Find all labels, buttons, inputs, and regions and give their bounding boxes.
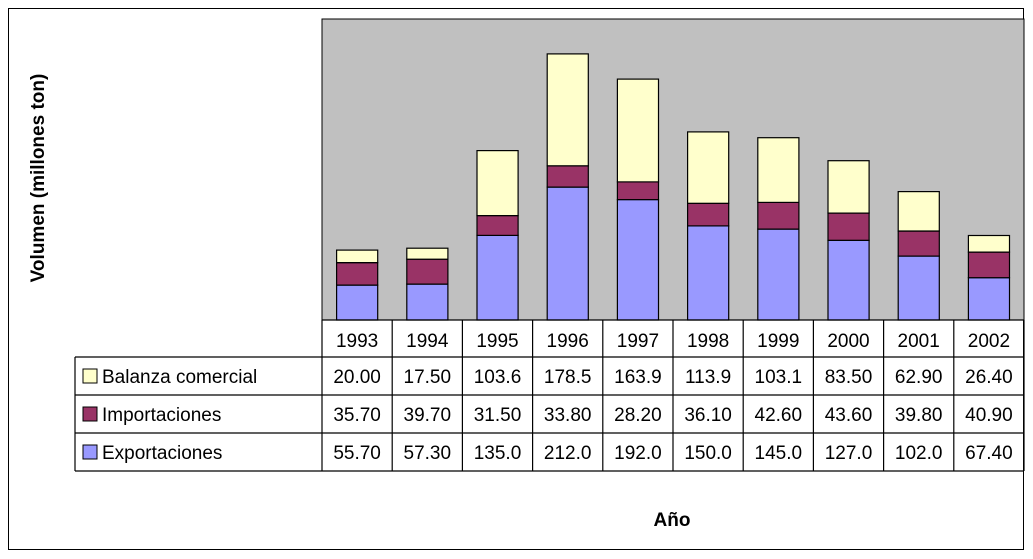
bar-importaciones-2002 [967, 251, 1011, 279]
data-label-importaciones-2002: 40.90 [965, 405, 1013, 426]
data-label-exportaciones-1995: 135.0 [474, 443, 522, 464]
data-label-balanza-comercial-1993: 20.00 [333, 367, 381, 388]
legend-label-importaciones: Importaciones [102, 405, 221, 426]
category-label-2002: 2002 [968, 331, 1010, 352]
x-axis-title: Año [654, 510, 691, 531]
bar-balanza-comercial-1999 [757, 137, 800, 203]
category-label-1996: 1996 [547, 331, 589, 352]
bar-exportaciones-1999 [757, 228, 800, 321]
bar-importaciones-1997 [616, 181, 660, 201]
data-label-balanza-comercial-1999: 103.1 [755, 367, 803, 388]
legend-label-balanza-comercial: Balanza comercial [102, 367, 257, 388]
bar-importaciones-2001 [897, 230, 940, 257]
bars-group [336, 53, 1011, 321]
bar-balanza-comercial-2001 [897, 191, 940, 232]
legend-key-exportaciones [82, 444, 98, 460]
data-label-exportaciones-2001: 102.0 [895, 443, 943, 464]
category-label-1999: 1999 [757, 331, 799, 352]
category-label-1998: 1998 [687, 331, 729, 352]
data-label-balanza-comercial-2002: 26.40 [965, 367, 1013, 388]
category-label-1995: 1995 [476, 331, 518, 352]
bar-exportaciones-2000 [827, 239, 870, 321]
bar-exportaciones-1997 [616, 199, 660, 321]
category-label-1993: 1993 [336, 331, 378, 352]
bar-exportaciones-1995 [476, 234, 519, 321]
bar-balanza-comercial-1995 [476, 150, 519, 217]
category-label-1994: 1994 [406, 331, 449, 352]
data-label-importaciones-1998: 36.10 [684, 405, 732, 426]
data-label-exportaciones-1997: 192.0 [614, 443, 662, 464]
data-label-importaciones-1993: 35.70 [333, 405, 381, 426]
bar-exportaciones-1996 [546, 186, 589, 321]
data-label-balanza-comercial-2000: 83.50 [825, 367, 873, 388]
bar-balanza-comercial-1994 [406, 247, 449, 260]
bar-balanza-comercial-1993 [336, 249, 379, 264]
y-axis-title: Volumen (millones ton) [28, 74, 49, 283]
bar-balanza-comercial-1996 [546, 53, 589, 167]
data-label-balanza-comercial-1997: 163.9 [614, 367, 662, 388]
data-label-exportaciones-1993: 55.70 [333, 443, 381, 464]
category-label-1997: 1997 [617, 331, 659, 352]
bar-importaciones-1996 [546, 165, 589, 188]
data-label-exportaciones-1999: 145.0 [755, 443, 803, 464]
bar-balanza-comercial-2000 [827, 160, 870, 214]
data-label-exportaciones-1994: 57.30 [404, 443, 452, 464]
data-label-importaciones-1999: 42.60 [755, 405, 803, 426]
bar-balanza-comercial-2002 [967, 234, 1011, 253]
data-label-exportaciones-2000: 127.0 [825, 443, 873, 464]
bar-exportaciones-2001 [897, 255, 940, 321]
data-label-importaciones-1997: 28.20 [614, 405, 662, 426]
data-label-importaciones-2001: 39.80 [895, 405, 943, 426]
data-label-importaciones-2000: 43.60 [825, 405, 873, 426]
bar-exportaciones-1993 [336, 284, 379, 321]
data-label-balanza-comercial-1995: 103.6 [474, 367, 522, 388]
bar-importaciones-1998 [686, 202, 730, 227]
bar-exportaciones-1998 [686, 225, 730, 321]
data-label-importaciones-1994: 39.70 [404, 405, 452, 426]
bar-importaciones-1993 [336, 262, 379, 286]
bar-exportaciones-2002 [967, 277, 1011, 321]
bar-balanza-comercial-1997 [616, 78, 660, 183]
data-label-exportaciones-1998: 150.0 [684, 443, 732, 464]
data-label-balanza-comercial-1998: 113.9 [685, 367, 731, 388]
data-label-balanza-comercial-2001: 62.90 [895, 367, 943, 388]
bar-exportaciones-1994 [406, 283, 449, 321]
legend-key-balanza-comercial [82, 368, 98, 384]
bar-importaciones-2000 [827, 212, 870, 241]
data-label-balanza-comercial-1994: 17.50 [404, 367, 452, 388]
data-label-balanza-comercial-1996: 178.5 [544, 367, 592, 388]
category-label-2001: 2001 [898, 331, 940, 352]
data-label-exportaciones-1996: 212.0 [544, 443, 592, 464]
bar-importaciones-1999 [757, 201, 800, 230]
bar-balanza-comercial-1998 [686, 131, 730, 204]
data-label-importaciones-1996: 33.80 [544, 405, 592, 426]
data-label-exportaciones-2002: 67.40 [965, 443, 1013, 464]
bar-importaciones-1995 [476, 215, 519, 237]
data-label-importaciones-1995: 31.50 [474, 405, 522, 426]
legend-key-importaciones [82, 406, 98, 422]
bar-importaciones-1994 [406, 258, 449, 285]
category-label-2000: 2000 [827, 331, 869, 352]
legend-label-exportaciones: Exportaciones [102, 443, 222, 464]
data-table: 1993 1994 1995 1996 1997 1998 1999 2000 2001 2002… [74, 319, 1025, 472]
